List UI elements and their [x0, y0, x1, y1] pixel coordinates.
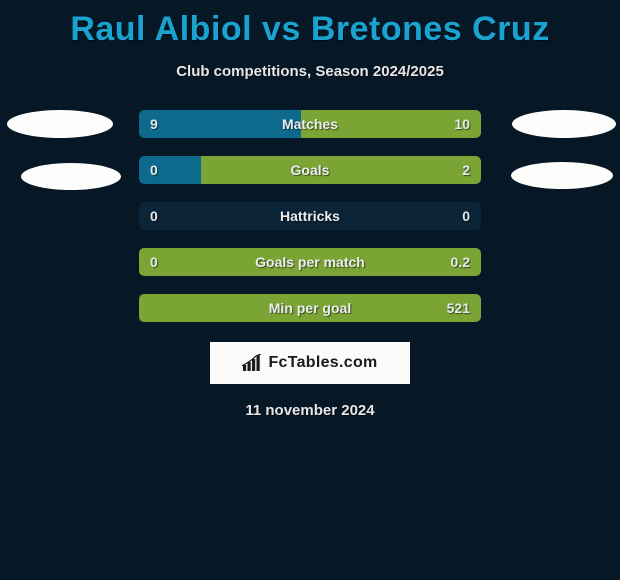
bar-right-value: 10 [454, 110, 470, 138]
bar-row: 00.2Goals per match [139, 248, 481, 276]
bar-row: 02Goals [139, 156, 481, 184]
bar-row: 521Min per goal [139, 294, 481, 322]
bar-label: Hattricks [139, 202, 481, 230]
bar-right-value: 2 [462, 156, 470, 184]
bar-row: 0 0Hattricks [139, 202, 481, 230]
bar-row: 910Matches [139, 110, 481, 138]
bar-left-value: 0 [150, 202, 158, 230]
bar-fill-right [139, 248, 481, 276]
player-right-ellipse-2 [511, 162, 613, 189]
brand-label: FcTables.com [268, 354, 377, 372]
bar-left-value: 9 [150, 110, 158, 138]
player-right-ellipse-1 [512, 110, 616, 138]
subtitle: Club competitions, Season 2024/2025 [0, 63, 620, 80]
bar-right-value: 0 [462, 202, 470, 230]
brand-box[interactable]: FcTables.com [210, 342, 410, 384]
bar-left-value: 0 [150, 156, 158, 184]
bar-right-value: 0.2 [451, 248, 470, 276]
bar-left-value: 0 [150, 248, 158, 276]
bar-fill-left [139, 156, 201, 184]
bar-chart-icon [242, 354, 264, 372]
player-left-ellipse-2 [21, 163, 121, 190]
bar-right-value: 521 [447, 294, 470, 322]
bar-fill-left [139, 110, 301, 138]
bar-fill-right [201, 156, 481, 184]
player-left-ellipse-1 [7, 110, 113, 138]
page-title: Raul Albiol vs Bretones Cruz [0, 0, 620, 49]
date-label: 11 november 2024 [0, 402, 620, 419]
bar-fill-right [139, 294, 481, 322]
bars-container: 910Matches02Goals00Hattricks00.2Goals pe… [139, 110, 481, 340]
